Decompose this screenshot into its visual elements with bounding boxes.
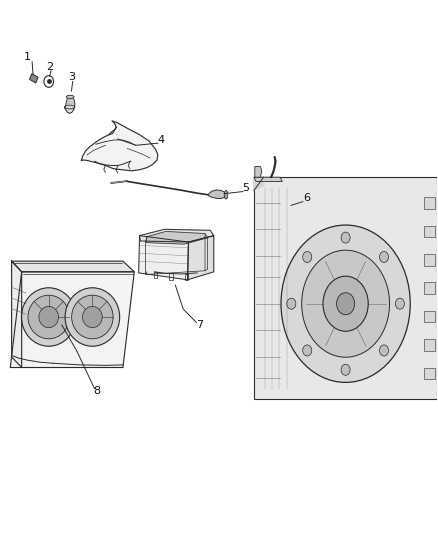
Polygon shape bbox=[12, 261, 21, 368]
Ellipse shape bbox=[65, 288, 120, 346]
Text: 8: 8 bbox=[93, 386, 100, 397]
Circle shape bbox=[287, 298, 296, 309]
Ellipse shape bbox=[224, 190, 228, 199]
Text: 2: 2 bbox=[46, 62, 53, 71]
Ellipse shape bbox=[21, 288, 76, 346]
Ellipse shape bbox=[72, 295, 113, 339]
Circle shape bbox=[303, 345, 312, 356]
Polygon shape bbox=[254, 177, 264, 190]
Circle shape bbox=[341, 364, 350, 375]
Ellipse shape bbox=[66, 95, 74, 99]
Circle shape bbox=[379, 252, 389, 262]
Polygon shape bbox=[81, 121, 158, 171]
Polygon shape bbox=[187, 236, 214, 280]
Polygon shape bbox=[139, 236, 188, 280]
Polygon shape bbox=[254, 177, 283, 181]
Bar bbox=[424, 339, 435, 351]
Polygon shape bbox=[146, 231, 208, 244]
Circle shape bbox=[281, 225, 410, 382]
Text: 1: 1 bbox=[24, 52, 31, 61]
Polygon shape bbox=[208, 190, 226, 198]
Ellipse shape bbox=[82, 306, 102, 328]
Polygon shape bbox=[255, 166, 262, 177]
Polygon shape bbox=[64, 96, 75, 114]
Polygon shape bbox=[12, 261, 134, 272]
Text: 7: 7 bbox=[196, 320, 203, 330]
Text: 6: 6 bbox=[304, 193, 311, 204]
Bar bbox=[424, 368, 435, 379]
Circle shape bbox=[280, 201, 287, 209]
Circle shape bbox=[341, 232, 350, 243]
Circle shape bbox=[303, 252, 312, 262]
Bar bbox=[424, 311, 435, 322]
Circle shape bbox=[336, 293, 355, 314]
Bar bbox=[424, 226, 435, 237]
Ellipse shape bbox=[39, 306, 59, 328]
Polygon shape bbox=[11, 272, 134, 368]
Bar bbox=[254, 177, 437, 399]
Text: 5: 5 bbox=[243, 183, 250, 193]
Text: 4: 4 bbox=[158, 135, 165, 145]
Circle shape bbox=[302, 250, 389, 357]
Bar bbox=[424, 197, 435, 209]
Bar bbox=[424, 282, 435, 294]
Circle shape bbox=[379, 345, 389, 356]
Ellipse shape bbox=[28, 295, 70, 339]
Text: 3: 3 bbox=[68, 72, 75, 82]
Circle shape bbox=[396, 298, 404, 309]
Circle shape bbox=[323, 276, 368, 331]
Bar bbox=[29, 74, 38, 83]
Circle shape bbox=[286, 203, 293, 211]
Polygon shape bbox=[140, 229, 214, 242]
Bar bbox=[424, 254, 435, 266]
